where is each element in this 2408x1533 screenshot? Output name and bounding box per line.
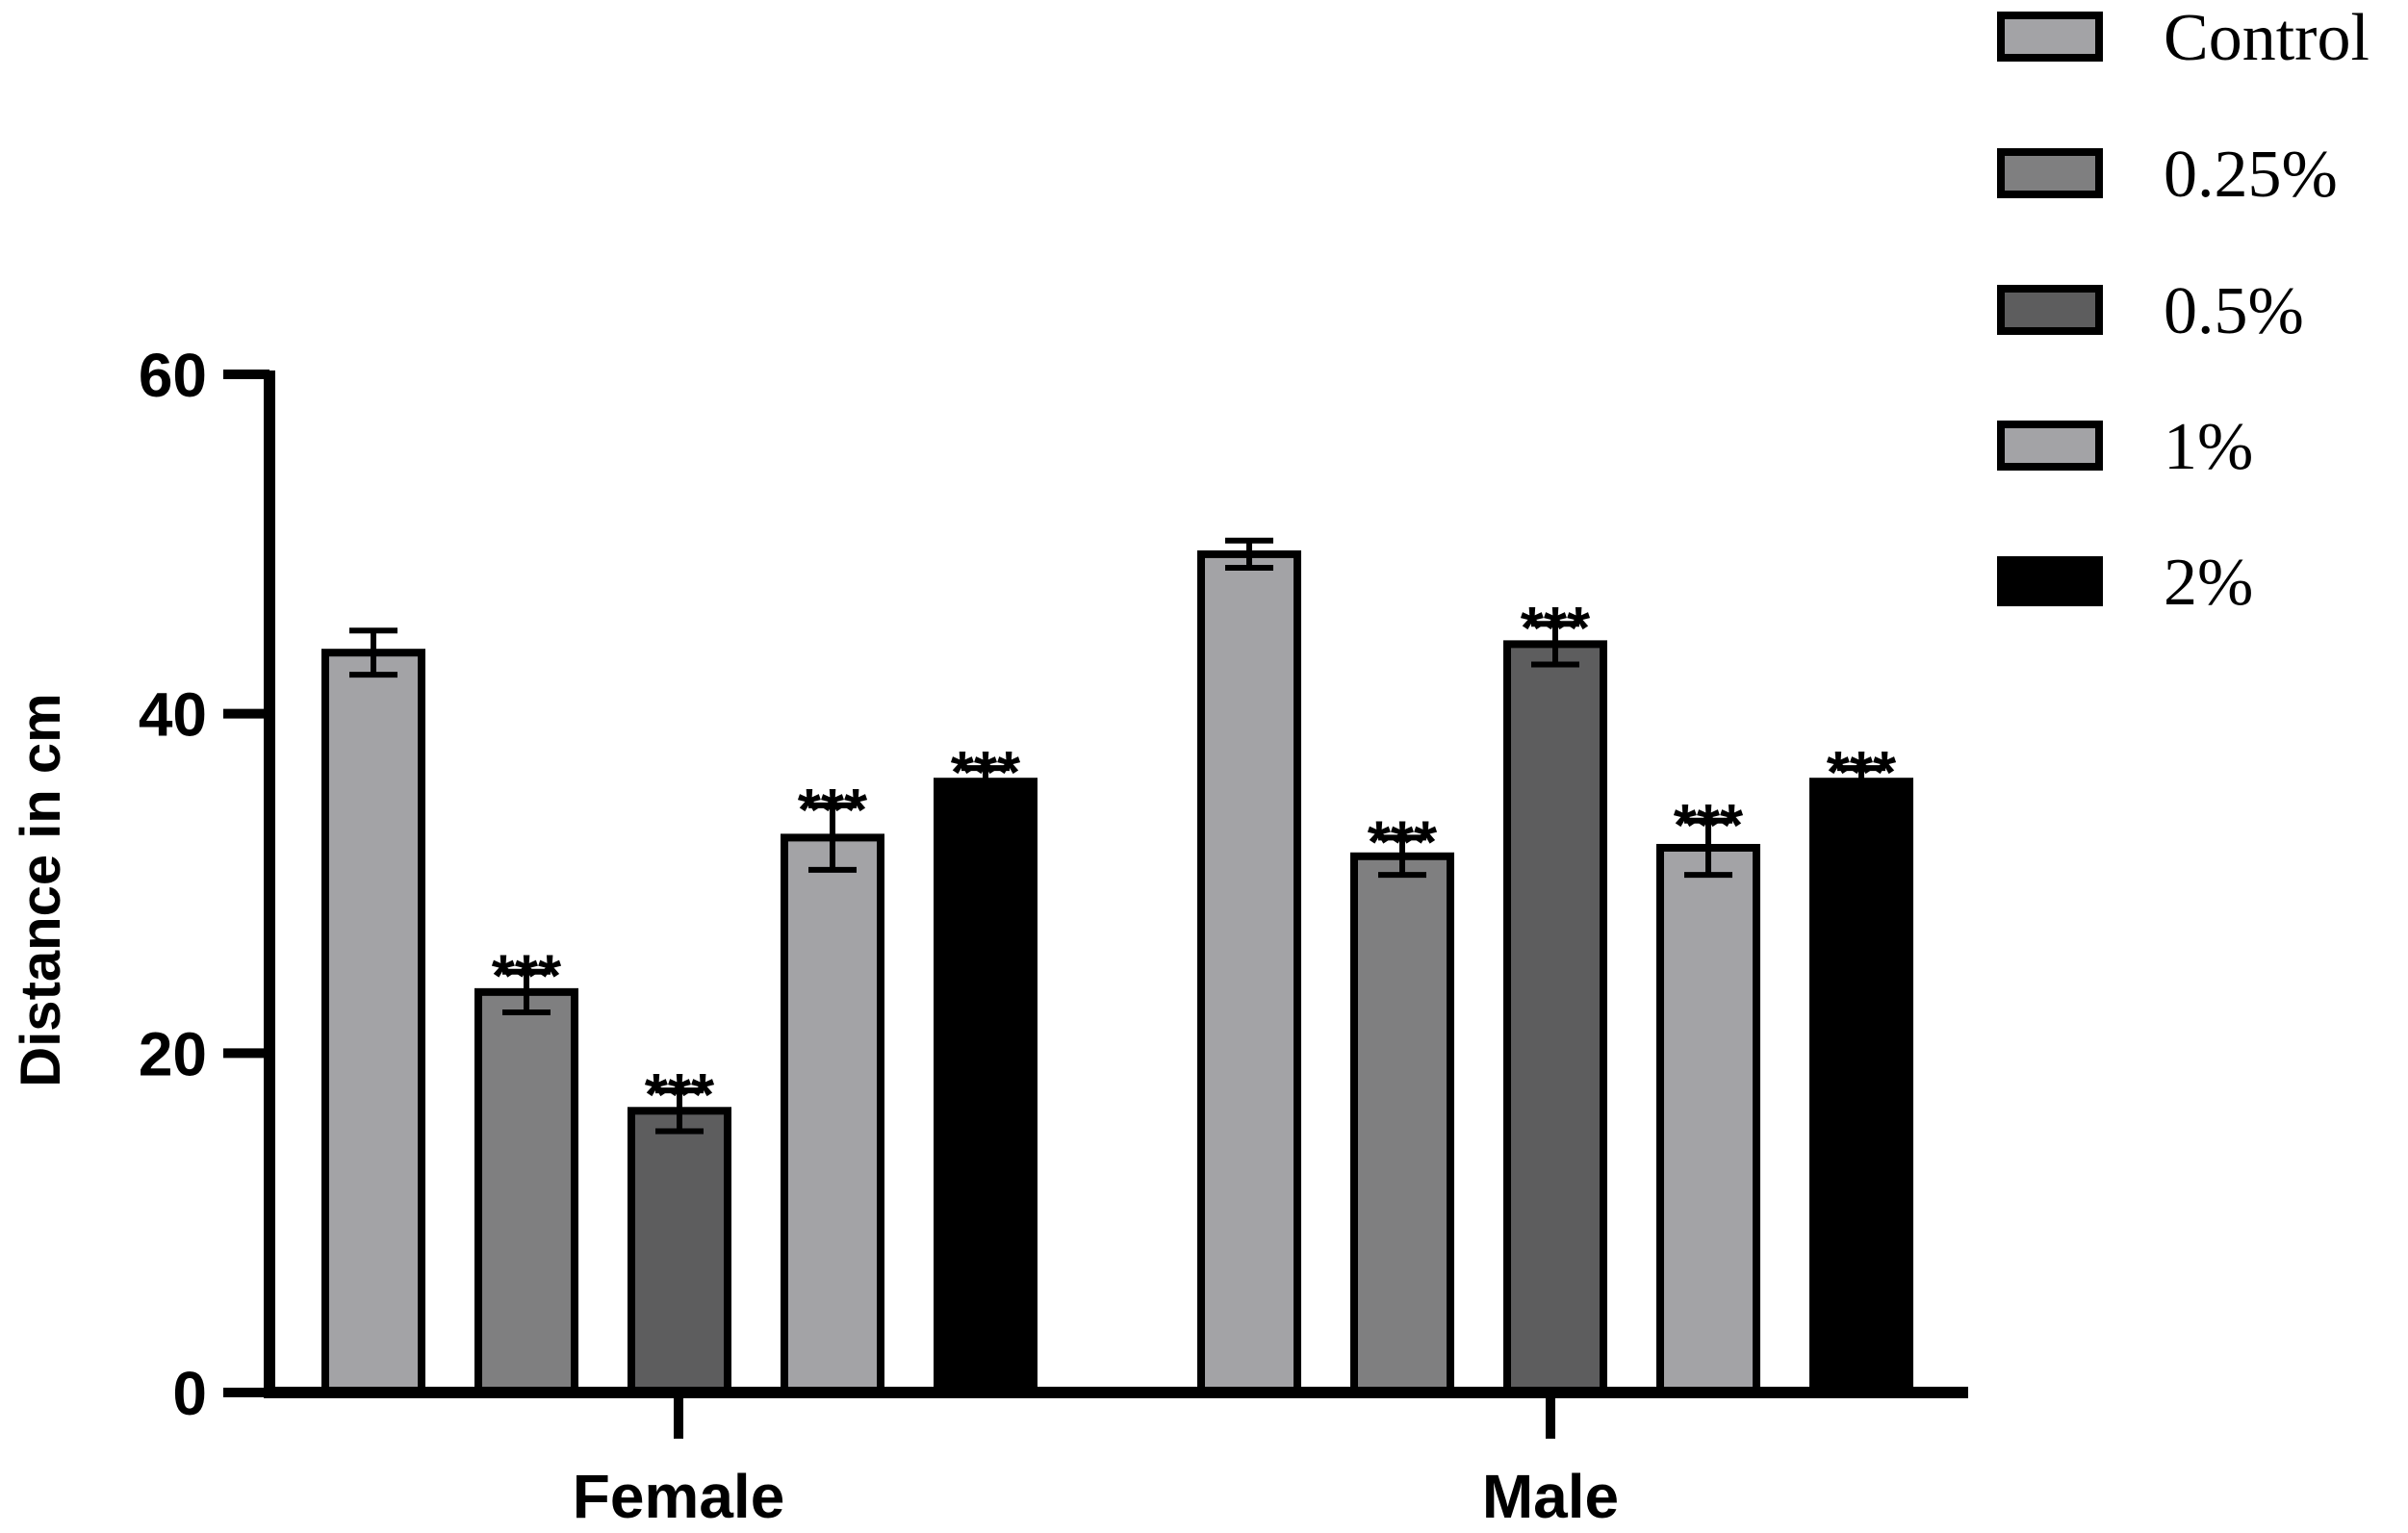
x-tick-label-female: Female [573, 1462, 785, 1528]
significance-male-1: *** [1368, 809, 1438, 876]
significance-layer: *** *** *** *** *** *** *** *** [492, 596, 1897, 1129]
legend: Control 0.25% 0.5% 1% 2% [1997, 1, 2370, 620]
legend-swatch-1 [1997, 148, 2103, 198]
legend-swatch-4 [1997, 556, 2103, 606]
significance-female-2: *** [645, 1062, 715, 1129]
axes-layer: Distance in cm 0 20 40 60 Female Male [10, 341, 1968, 1531]
y-tick-label-0: 0 [172, 1359, 207, 1428]
legend-label-0: Control [2164, 1, 2370, 75]
bar-female-3 [781, 833, 884, 1396]
significance-female-1: *** [492, 944, 562, 1010]
x-tick-label-male: Male [1482, 1462, 1619, 1528]
significance-male-2: *** [1521, 596, 1591, 662]
legend-swatch-0 [1997, 12, 2103, 62]
legend-swatch-3 [1997, 421, 2103, 471]
y-tick-label-40: 40 [139, 680, 207, 750]
bar-female-4 [934, 778, 1037, 1396]
legend-label-2: 0.5% [2164, 274, 2304, 348]
bar-male-3 [1656, 843, 1760, 1396]
legend-label-4: 2% [2164, 546, 2253, 620]
bars-layer [321, 549, 1913, 1397]
y-tick-label-60: 60 [139, 341, 207, 410]
significance-female-4: *** [951, 740, 1021, 806]
y-axis-title: Distance in cm [10, 693, 72, 1086]
legend-label-3: 1% [2164, 410, 2253, 484]
significance-male-4: *** [1827, 740, 1897, 806]
bar-female-2 [628, 1107, 731, 1396]
legend-label-1: 0.25% [2164, 138, 2338, 212]
error-bars-layer [349, 537, 1885, 1135]
significance-male-3: *** [1674, 793, 1744, 859]
bar-female-1 [474, 987, 578, 1397]
bar-female-0 [321, 649, 425, 1396]
significance-female-3: *** [798, 778, 868, 844]
bar-male-0 [1197, 549, 1301, 1396]
legend-swatch-2 [1997, 285, 2103, 335]
y-tick-label-20: 20 [139, 1019, 207, 1088]
bar-male-2 [1503, 640, 1607, 1396]
bar-male-1 [1350, 852, 1454, 1396]
bar-male-4 [1809, 778, 1913, 1396]
